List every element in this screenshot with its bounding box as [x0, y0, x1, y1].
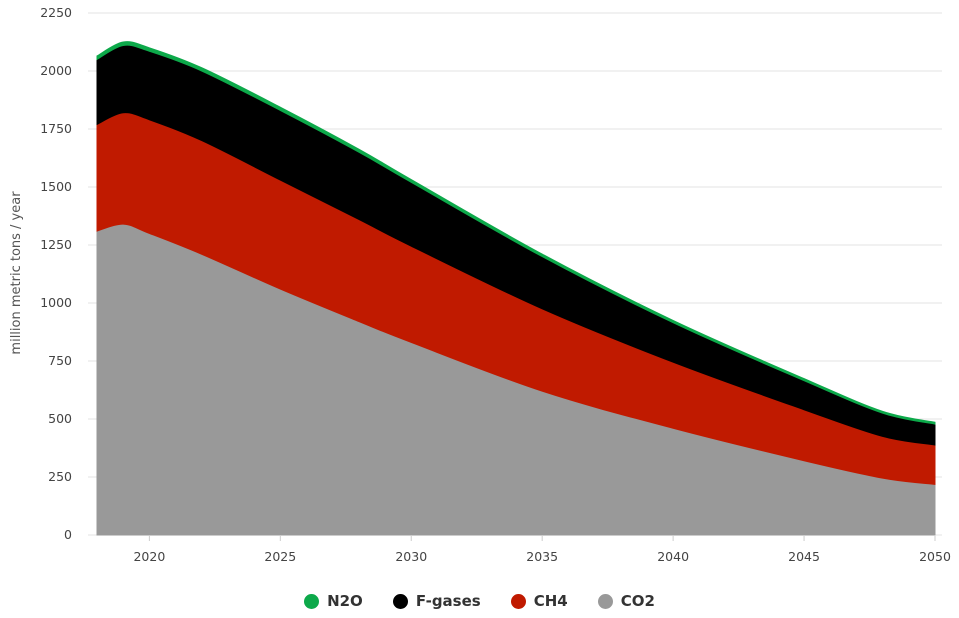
- legend: N2O F-gases CH4 CO2: [0, 588, 959, 614]
- y-tick-label: 500: [48, 411, 72, 426]
- x-tick-label: 2050: [919, 549, 951, 564]
- legend-item-co2[interactable]: CO2: [597, 592, 655, 610]
- y-tick-label: 1250: [40, 237, 72, 252]
- x-tick-label: 2040: [657, 549, 689, 564]
- y-tick-label: 750: [48, 353, 72, 368]
- legend-item-f-gases[interactable]: F-gases: [392, 592, 481, 610]
- legend-label-f-gases: F-gases: [415, 592, 481, 610]
- legend-item-ch4[interactable]: CH4: [510, 592, 568, 610]
- legend-label-ch4: CH4: [533, 592, 568, 610]
- legend-item-n2o[interactable]: N2O: [304, 592, 363, 610]
- y-axis-title: million metric tons / year: [9, 191, 24, 355]
- y-tick-label: 1500: [40, 179, 72, 194]
- legend-label-n2o: N2O: [327, 592, 363, 610]
- x-tick-label: 2045: [788, 549, 820, 564]
- y-tick-label: 250: [48, 469, 72, 484]
- x-tick-label: 2035: [526, 549, 558, 564]
- legend-marker-f-gases: [392, 593, 408, 609]
- y-tick-label: 2000: [40, 63, 72, 78]
- x-tick-label: 2030: [395, 549, 427, 564]
- y-tick-label: 1000: [40, 295, 72, 310]
- area-n2o[interactable]: [96, 41, 936, 425]
- y-tick-label: 1750: [40, 121, 72, 136]
- legend-marker-ch4: [510, 593, 526, 609]
- series-areas: [96, 41, 936, 536]
- legend-marker-co2: [597, 593, 613, 609]
- y-tick-label: 0: [64, 527, 72, 542]
- legend-marker-n2o: [304, 593, 320, 609]
- x-axis-ticks: 2020 2025 2030 2035 2040 2045 2050: [133, 535, 951, 564]
- x-tick-label: 2025: [264, 549, 296, 564]
- y-axis-ticks: 0 250 500 750 1000 1250 1500 1750 2000 2250: [40, 5, 72, 542]
- legend-label-co2: CO2: [620, 592, 655, 610]
- x-tick-label: 2020: [133, 549, 165, 564]
- y-tick-label: 2250: [40, 5, 72, 20]
